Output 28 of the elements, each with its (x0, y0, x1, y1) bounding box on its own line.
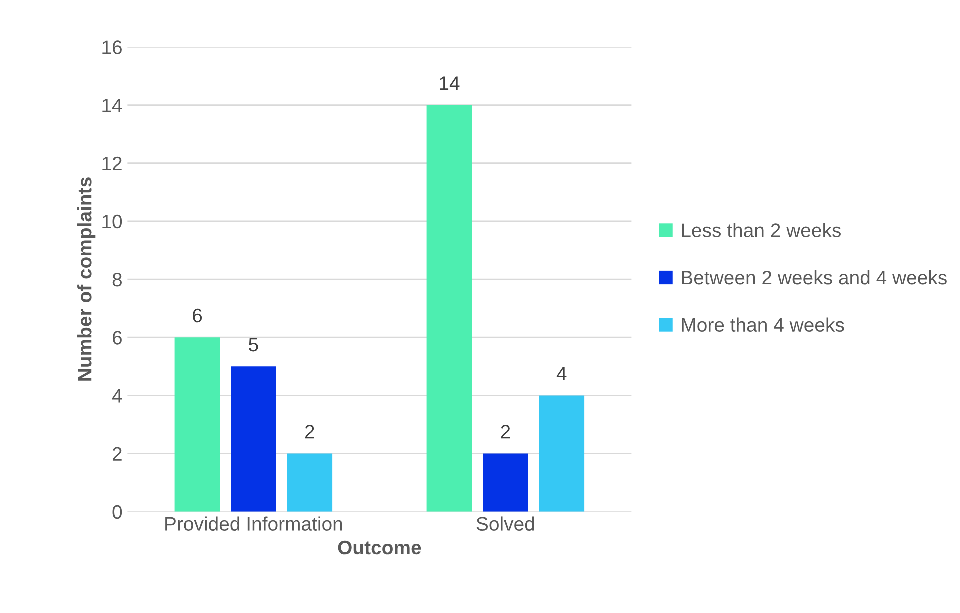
y-tick-label: 2 (112, 447, 122, 461)
data-label: 5 (249, 338, 258, 352)
data-label: 2 (501, 425, 510, 439)
y-tick-label: 4 (112, 389, 122, 403)
bar (539, 396, 585, 512)
bar (287, 454, 333, 512)
data-label: 6 (193, 308, 202, 323)
bar (231, 366, 276, 512)
legend-label: Less than 2 weeks (682, 223, 841, 238)
legend-label: Between 2 weeks and 4 weeks (682, 270, 947, 285)
y-tick-label: 16 (102, 40, 122, 54)
data-label: 2 (305, 425, 314, 439)
bar (426, 105, 472, 512)
y-tick-label: 10 (102, 214, 122, 229)
x-tick-label: Solved (476, 516, 534, 531)
x-axis-title: Outcome (338, 540, 422, 555)
bar (174, 338, 220, 512)
y-axis-title: Number of complaints (78, 178, 96, 381)
y-tick-label: 6 (112, 331, 122, 345)
y-tick-label: 12 (102, 156, 122, 170)
data-label: 14 (440, 76, 460, 90)
y-tick-label: 8 (112, 272, 122, 287)
data-label: 4 (556, 367, 567, 381)
y-tick-label: 0 (112, 505, 122, 520)
bar (483, 454, 528, 512)
y-tick-label: 14 (102, 98, 122, 112)
legend-label: More than 4 weeks (682, 318, 844, 332)
x-tick-label: Provided Information (166, 516, 342, 531)
